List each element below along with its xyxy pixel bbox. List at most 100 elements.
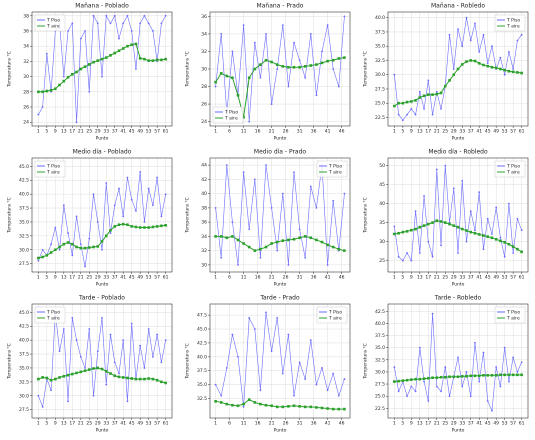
point	[287, 263, 290, 266]
subplot-title: Tarde - Robledo	[434, 295, 482, 302]
point	[298, 228, 301, 231]
x-tick-label: 61	[519, 129, 525, 135]
point	[520, 229, 523, 232]
point	[75, 121, 78, 124]
point	[71, 317, 74, 319]
point	[253, 41, 256, 44]
x-tick-label: 26	[283, 421, 289, 427]
legend-label: T Piso	[506, 164, 520, 170]
y-tick-label: 40.0	[19, 338, 29, 344]
point	[431, 312, 434, 315]
point	[473, 231, 477, 235]
plot-frame	[31, 11, 173, 127]
point	[41, 248, 44, 251]
x-tick-label: 13	[417, 421, 423, 427]
y-tick-label: 40	[379, 201, 385, 207]
series-line	[38, 171, 166, 267]
point	[138, 57, 142, 60]
point	[264, 58, 268, 62]
x-tick-label: 1	[214, 129, 217, 135]
subplot-title: Tarde - Prado	[259, 295, 300, 302]
point	[92, 193, 95, 196]
x-tick-label: 49	[137, 129, 143, 135]
y-tick-label: 22.5	[375, 115, 385, 121]
point	[423, 380, 425, 383]
point	[87, 63, 91, 66]
point	[478, 380, 481, 383]
point	[486, 400, 489, 402]
point	[66, 241, 70, 244]
x-tick-label: 25	[86, 129, 92, 135]
y-tick-label: 42.5	[375, 309, 385, 315]
y-tick-label: 37.5	[375, 333, 385, 339]
point	[83, 65, 87, 69]
y-tick-label: 25.0	[375, 101, 385, 107]
point	[109, 22, 112, 25]
point	[253, 178, 256, 181]
y-tick-label: 32.5	[19, 379, 29, 385]
y-tick-label: 38	[201, 205, 207, 211]
point	[473, 59, 477, 63]
y-axis-label: Temperatura °C	[7, 343, 13, 379]
point	[435, 90, 438, 93]
point	[457, 28, 459, 30]
point	[231, 235, 234, 238]
point	[160, 58, 163, 62]
point	[130, 43, 133, 46]
point	[309, 33, 312, 35]
x-tick-label: 29	[451, 275, 457, 281]
point	[427, 376, 430, 380]
point	[511, 245, 515, 248]
point	[309, 339, 312, 342]
point	[147, 187, 150, 190]
x-tick-label: 25	[442, 275, 448, 281]
point	[465, 229, 468, 232]
x-tick-label: 37	[468, 421, 474, 427]
x-tick-label: 6	[228, 275, 231, 281]
point	[71, 254, 74, 257]
point	[431, 376, 434, 380]
legend-label: T Piso	[46, 18, 60, 24]
point	[452, 224, 456, 227]
point	[499, 385, 502, 388]
point	[247, 398, 251, 401]
y-tick-label: 40.0	[197, 354, 207, 360]
point	[474, 341, 476, 344]
legend-label: T Piso	[328, 164, 342, 170]
x-tick-label: 9	[54, 129, 57, 135]
x-tick-label: 5	[45, 421, 48, 427]
point	[220, 256, 223, 259]
point	[37, 90, 40, 94]
point	[393, 73, 396, 76]
y-tick-label: 30	[201, 67, 207, 73]
y-tick-label: 35.0	[19, 365, 29, 371]
legend-label: T Piso	[224, 110, 238, 116]
point	[270, 404, 273, 408]
point	[276, 249, 279, 252]
point	[298, 65, 301, 69]
x-tick-label: 9	[54, 275, 57, 281]
point	[443, 84, 447, 88]
y-tick-label: 25.0	[375, 394, 385, 400]
x-tick-label: 41	[325, 421, 331, 427]
x-tick-label: 57	[510, 275, 516, 281]
point	[214, 85, 217, 88]
y-tick-label: 35.0	[197, 382, 207, 388]
point	[298, 236, 301, 240]
point	[92, 245, 95, 249]
x-tick-label: 11	[241, 421, 247, 427]
x-axis-label: Punto	[452, 136, 465, 142]
y-tick-label: 27.5	[19, 261, 29, 267]
y-tick-label: 32	[201, 248, 207, 254]
subplot: Medio día - Robledo 25 30 35 40 45 50 1 5 9 13 17 21…	[363, 149, 529, 288]
point	[418, 346, 421, 349]
y-tick-label: 32.5	[375, 357, 385, 363]
point	[62, 328, 65, 330]
y-tick-label: 25	[379, 258, 385, 264]
point	[96, 245, 100, 248]
point	[332, 372, 335, 375]
y-tick-label: 42.5	[19, 178, 29, 184]
point	[126, 376, 129, 380]
